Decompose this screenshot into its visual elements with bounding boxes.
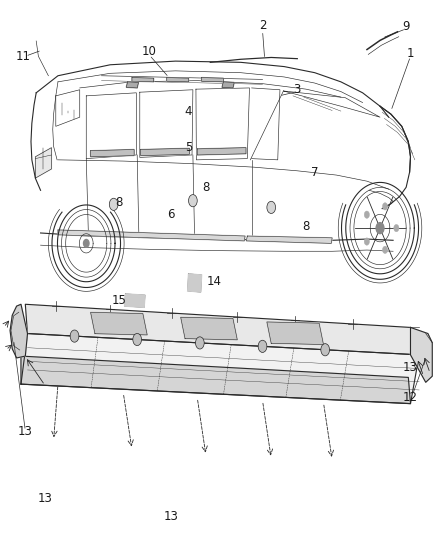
Circle shape: [376, 223, 384, 233]
Circle shape: [364, 211, 369, 219]
Polygon shape: [21, 334, 419, 403]
Polygon shape: [35, 148, 51, 178]
Polygon shape: [267, 322, 323, 344]
Text: 1: 1: [407, 47, 414, 60]
Circle shape: [258, 340, 267, 352]
Text: 8: 8: [302, 220, 310, 233]
Circle shape: [84, 239, 89, 247]
Polygon shape: [181, 317, 237, 340]
Circle shape: [382, 246, 388, 254]
Polygon shape: [124, 294, 145, 308]
Text: 13: 13: [164, 510, 179, 523]
Polygon shape: [201, 78, 223, 82]
Polygon shape: [222, 82, 234, 88]
Polygon shape: [25, 304, 419, 355]
Polygon shape: [197, 148, 246, 155]
Text: 15: 15: [111, 294, 126, 306]
Polygon shape: [91, 312, 147, 335]
Text: 11: 11: [16, 50, 31, 63]
Polygon shape: [21, 356, 410, 403]
Text: 3: 3: [293, 83, 301, 96]
Text: 4: 4: [185, 104, 192, 118]
Circle shape: [110, 198, 118, 211]
Text: 7: 7: [311, 166, 318, 179]
Text: 2: 2: [259, 19, 266, 33]
Circle shape: [70, 330, 79, 342]
Polygon shape: [132, 78, 154, 82]
Circle shape: [364, 238, 369, 245]
Circle shape: [267, 201, 276, 214]
Text: 8: 8: [202, 181, 210, 194]
Polygon shape: [410, 327, 432, 382]
Text: 12: 12: [403, 391, 418, 404]
Text: 9: 9: [403, 20, 410, 34]
Circle shape: [188, 195, 197, 207]
Polygon shape: [247, 236, 332, 244]
Polygon shape: [141, 148, 189, 156]
Text: 14: 14: [207, 275, 222, 288]
Polygon shape: [58, 230, 245, 241]
Text: 10: 10: [142, 45, 157, 58]
Polygon shape: [10, 304, 28, 358]
Text: 8: 8: [115, 196, 123, 209]
Text: 13: 13: [403, 360, 418, 374]
Circle shape: [382, 203, 388, 210]
Polygon shape: [91, 149, 134, 157]
Polygon shape: [126, 82, 138, 88]
Circle shape: [195, 337, 204, 349]
Polygon shape: [167, 78, 188, 82]
Text: 6: 6: [167, 208, 175, 221]
Text: 13: 13: [38, 491, 53, 505]
Circle shape: [133, 334, 141, 345]
Polygon shape: [187, 274, 201, 292]
Circle shape: [394, 224, 399, 232]
Text: 13: 13: [18, 425, 33, 438]
Text: 5: 5: [185, 141, 192, 154]
Circle shape: [321, 344, 329, 356]
